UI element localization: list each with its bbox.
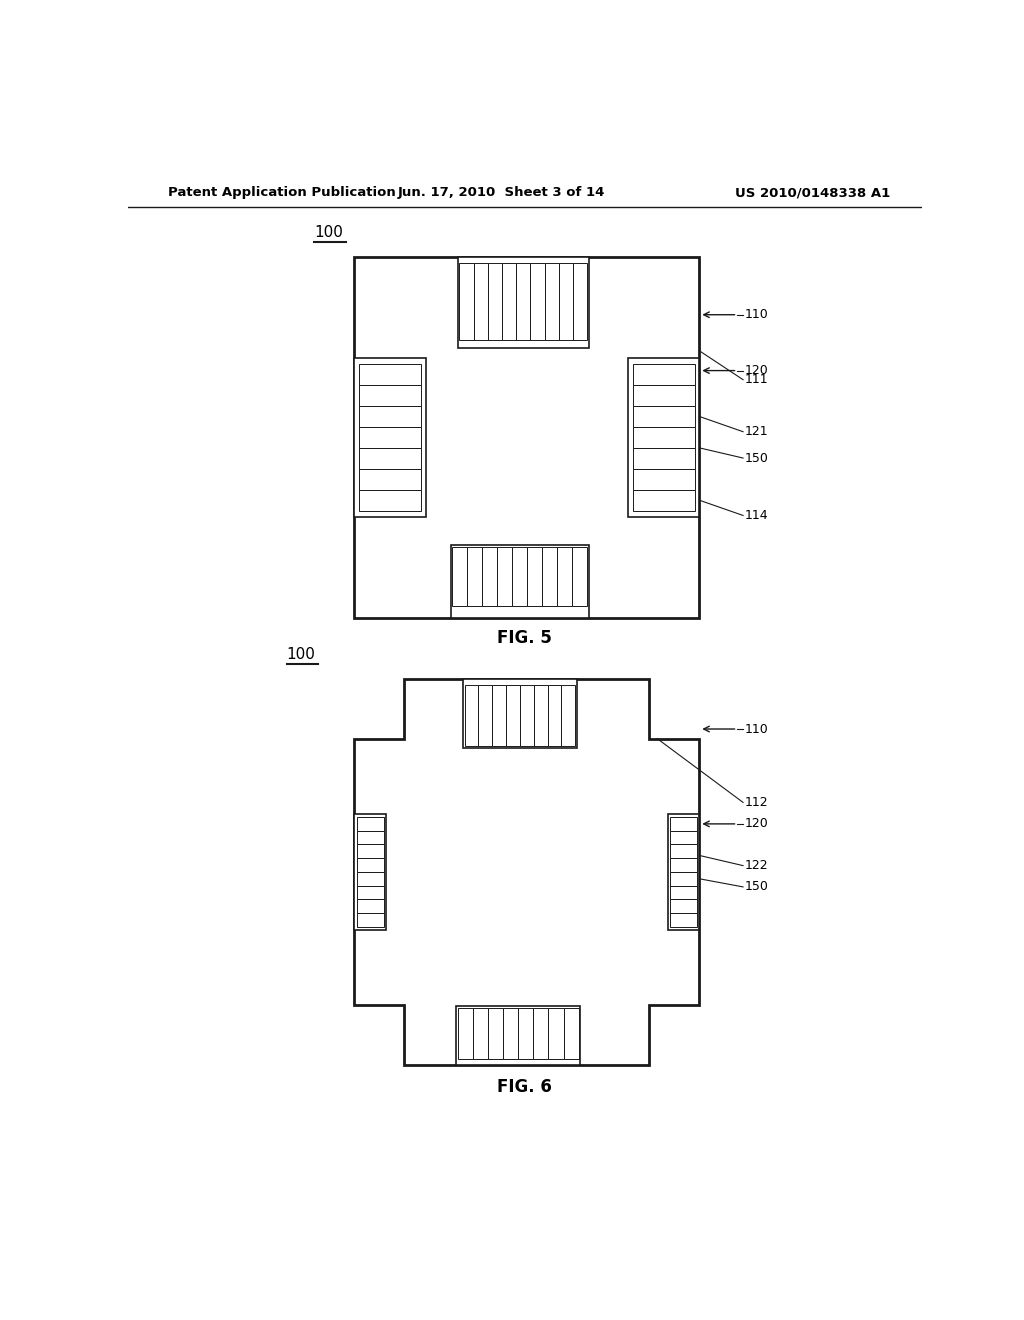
- Bar: [530, 263, 545, 341]
- Text: 122: 122: [744, 859, 768, 873]
- Bar: [512, 546, 527, 606]
- Bar: [670, 886, 697, 899]
- Bar: [670, 817, 697, 830]
- Bar: [359, 426, 421, 447]
- Bar: [359, 469, 421, 490]
- Bar: [534, 1008, 549, 1059]
- Text: Jun. 17, 2010  Sheet 3 of 14: Jun. 17, 2010 Sheet 3 of 14: [397, 186, 605, 199]
- Bar: [633, 407, 694, 426]
- Bar: [670, 830, 697, 845]
- Bar: [356, 830, 384, 845]
- Bar: [451, 545, 589, 618]
- Bar: [458, 257, 589, 348]
- Bar: [356, 899, 384, 913]
- Bar: [467, 546, 482, 606]
- Bar: [573, 263, 588, 341]
- Bar: [670, 845, 697, 858]
- Text: 112: 112: [744, 796, 768, 809]
- Text: US 2010/0148338 A1: US 2010/0148338 A1: [734, 186, 890, 199]
- Bar: [549, 1008, 563, 1059]
- Text: 150: 150: [744, 880, 768, 894]
- Bar: [359, 490, 421, 511]
- Bar: [359, 364, 421, 385]
- Text: Patent Application Publication: Patent Application Publication: [168, 186, 395, 199]
- Polygon shape: [354, 678, 699, 1065]
- Bar: [506, 685, 520, 746]
- Bar: [356, 858, 384, 873]
- Bar: [482, 546, 498, 606]
- Bar: [463, 678, 577, 748]
- Bar: [670, 873, 697, 886]
- Bar: [516, 263, 530, 341]
- Bar: [456, 1006, 581, 1065]
- Bar: [670, 899, 697, 913]
- Bar: [534, 685, 548, 746]
- Bar: [633, 469, 694, 490]
- Bar: [572, 546, 588, 606]
- Bar: [628, 358, 699, 517]
- Bar: [356, 817, 384, 830]
- Bar: [520, 685, 534, 746]
- Text: 110: 110: [744, 722, 768, 735]
- Text: 100: 100: [314, 224, 343, 240]
- Bar: [548, 685, 561, 746]
- Bar: [545, 263, 559, 341]
- Bar: [561, 685, 575, 746]
- Bar: [487, 1008, 503, 1059]
- Text: 110: 110: [744, 309, 768, 321]
- Text: 120: 120: [744, 817, 768, 830]
- Text: 111: 111: [744, 374, 768, 387]
- Bar: [498, 546, 512, 606]
- Bar: [359, 447, 421, 469]
- Bar: [458, 1008, 473, 1059]
- Bar: [670, 858, 697, 873]
- Bar: [503, 1008, 518, 1059]
- Bar: [633, 364, 694, 385]
- Bar: [478, 685, 493, 746]
- Bar: [487, 263, 502, 341]
- Bar: [557, 546, 572, 606]
- Bar: [460, 263, 473, 341]
- Bar: [518, 1008, 534, 1059]
- Bar: [473, 263, 487, 341]
- Bar: [502, 263, 516, 341]
- Bar: [465, 685, 478, 746]
- Text: 114: 114: [744, 510, 768, 521]
- Bar: [356, 873, 384, 886]
- Bar: [354, 814, 386, 929]
- Text: 121: 121: [744, 425, 768, 438]
- Bar: [356, 845, 384, 858]
- Bar: [359, 385, 421, 407]
- Bar: [543, 546, 557, 606]
- Bar: [670, 913, 697, 927]
- Bar: [563, 1008, 579, 1059]
- Bar: [453, 546, 467, 606]
- Bar: [633, 426, 694, 447]
- Text: 150: 150: [744, 451, 768, 465]
- Bar: [559, 263, 573, 341]
- Text: 100: 100: [287, 647, 315, 661]
- Text: 120: 120: [744, 364, 768, 378]
- Text: FIG. 6: FIG. 6: [498, 1078, 552, 1097]
- Bar: [354, 358, 426, 517]
- Text: FIG. 5: FIG. 5: [498, 630, 552, 647]
- Bar: [356, 913, 384, 927]
- Bar: [668, 814, 699, 929]
- Bar: [633, 385, 694, 407]
- Bar: [354, 257, 699, 618]
- Bar: [633, 490, 694, 511]
- Bar: [473, 1008, 487, 1059]
- Bar: [493, 685, 506, 746]
- Bar: [359, 407, 421, 426]
- Bar: [356, 886, 384, 899]
- Bar: [633, 447, 694, 469]
- Bar: [527, 546, 543, 606]
